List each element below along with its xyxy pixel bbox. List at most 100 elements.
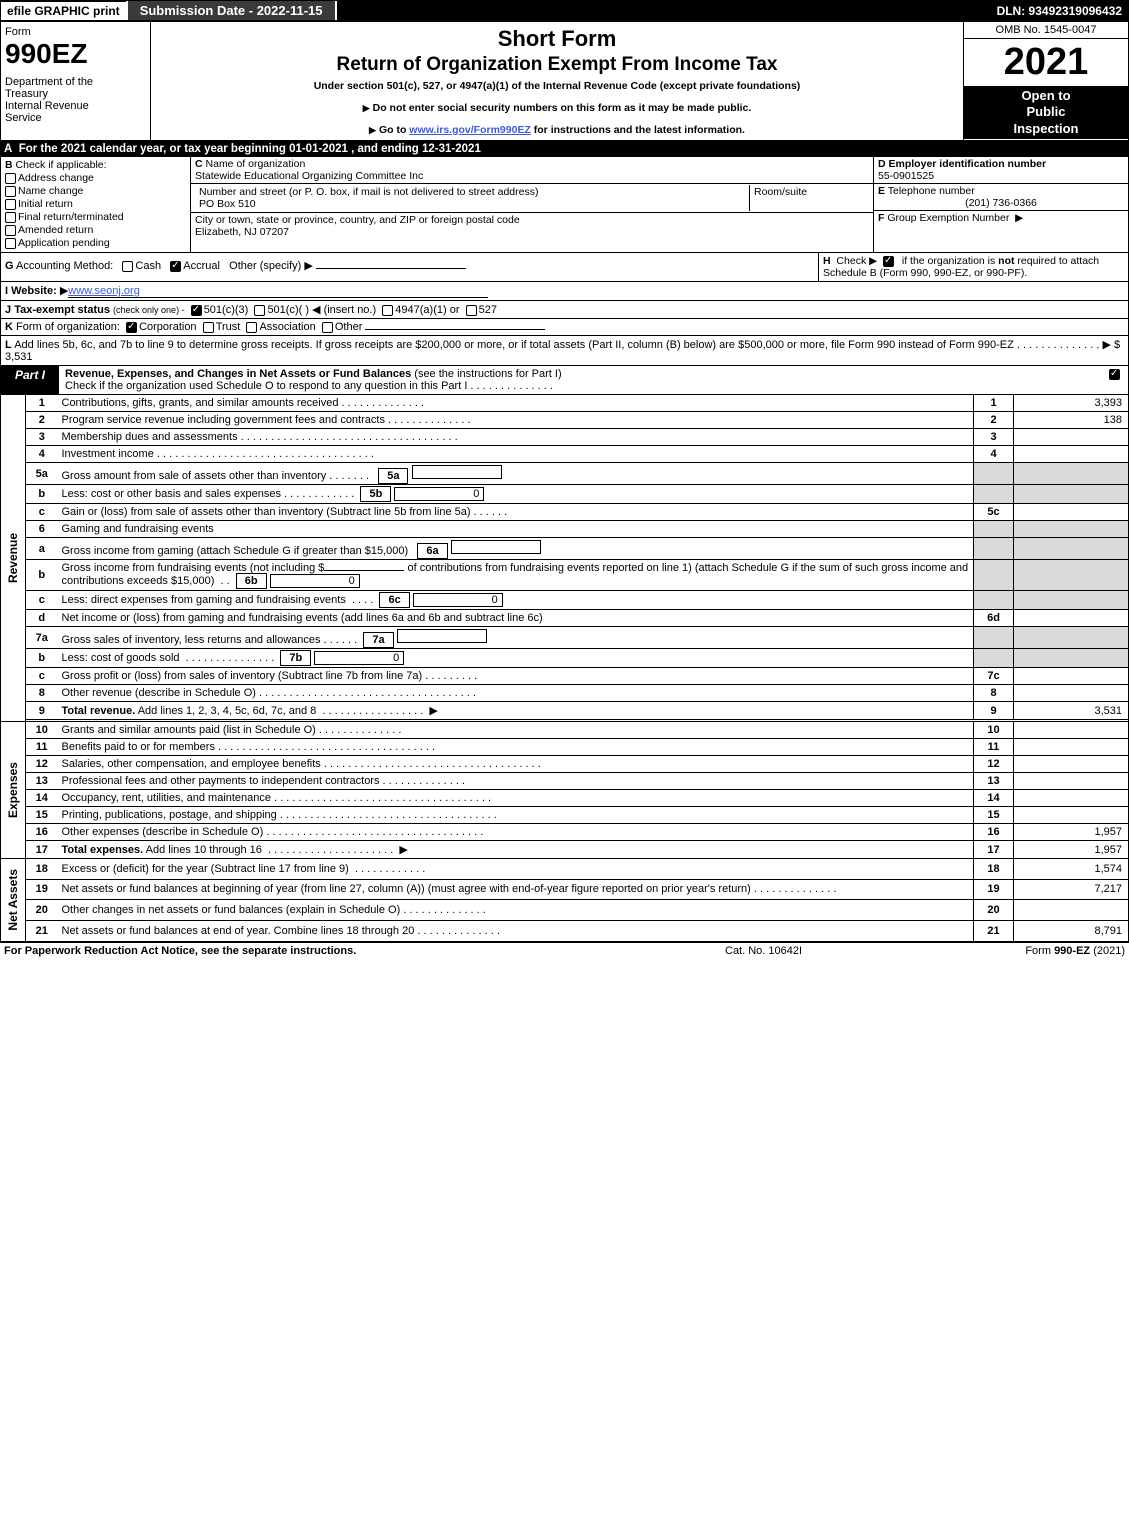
line-5c: cGain or (loss) from sale of assets othe… (1, 504, 1129, 521)
goto-tail: for instructions and the latest informat… (531, 124, 745, 136)
goto-note: Go to www.irs.gov/Form990EZ for instruct… (159, 124, 955, 136)
dln-label: DLN: 93492319096432 (991, 2, 1128, 20)
footer-right: Form 990-EZ (2021) (965, 945, 1125, 957)
expenses-vlabel: Expenses (1, 722, 26, 859)
e-phone: E Telephone number(201) 736-0366 (874, 184, 1128, 211)
g-cash: Cash (135, 260, 161, 272)
l-text: Add lines 5b, 6c, and 7b to line 9 to de… (14, 339, 1014, 351)
line-14: 14Occupancy, rent, utilities, and mainte… (1, 790, 1129, 807)
k-assoc: Association (259, 321, 315, 333)
no-ssn-text: Do not enter social security numbers on … (373, 102, 752, 114)
k-other: Other (335, 321, 363, 333)
a-begin: 01-01-2021 (289, 143, 348, 155)
c-city-lbl: City or town, state or province, country… (195, 214, 520, 226)
j-4947: 4947(a)(1) or (395, 304, 459, 316)
b-label: Check if applicable: (16, 159, 107, 171)
c-name-row: C Name of organization Statewide Educati… (191, 157, 873, 184)
j-tail: (check only one) - (113, 305, 185, 315)
j-527: 527 (479, 304, 497, 316)
line-6: 6Gaming and fundraising events (1, 521, 1129, 538)
c-city-row: City or town, state or province, country… (191, 213, 873, 239)
footer: For Paperwork Reduction Act Notice, see … (0, 942, 1129, 959)
lines-table: Revenue 1Contributions, gifts, grants, a… (0, 395, 1129, 942)
main-title: Return of Organization Exempt From Incom… (159, 54, 955, 76)
row-l: L Add lines 5b, 6c, and 7b to line 9 to … (0, 336, 1129, 366)
short-form-title: Short Form (159, 26, 955, 52)
g-other: Other (specify) (229, 260, 301, 272)
line-7b: bLess: cost of goods sold . . . . . . . … (1, 649, 1129, 668)
website-link[interactable]: www.seonj.org (68, 285, 140, 297)
tax-year: 2021 (964, 39, 1128, 86)
j-501c: 501(c)( ) ◀ (insert no.) (267, 304, 376, 316)
inspection-badge: Open toPublicInspection (964, 86, 1128, 139)
k-trust: Trust (216, 321, 241, 333)
form-number: 990EZ (5, 38, 146, 70)
row-a: A For the 2021 calendar year, or tax yea… (0, 141, 1129, 157)
g-lbl: Accounting Method: (16, 260, 113, 272)
g-accounting: G Accounting Method: Cash Accrual Other … (1, 253, 818, 281)
f-lbl: Group Exemption Number (887, 212, 1009, 224)
goto-link[interactable]: www.irs.gov/Form990EZ (409, 124, 531, 136)
line-6a: aGross income from gaming (attach Schedu… (1, 538, 1129, 560)
c-name-lbl: Name of organization (206, 158, 306, 170)
line-9: 9Total revenue. Add lines 1, 2, 3, 4, 5c… (1, 702, 1129, 720)
d-lbl: Employer identification number (889, 158, 1047, 170)
h-scheduleb: H Check ▶ if the organization is not req… (818, 253, 1128, 281)
col-def: D Employer identification number55-09015… (873, 157, 1128, 252)
part-i-header: Part I Revenue, Expenses, and Changes in… (0, 366, 1129, 395)
line-15: 15Printing, publications, postage, and s… (1, 807, 1129, 824)
block-bcdef: B Check if applicable: Address change Na… (0, 157, 1129, 253)
form-word: Form (5, 26, 146, 38)
part-i-label: Part I (1, 366, 59, 394)
header-left: Form 990EZ Department of theTreasuryInte… (1, 22, 151, 140)
line-13: 13Professional fees and other payments t… (1, 773, 1129, 790)
row-i: I Website: ▶www.seonj.org (0, 282, 1129, 301)
c-room-lbl: Room/suite (754, 186, 807, 198)
header-center: Short Form Return of Organization Exempt… (151, 22, 963, 140)
no-ssn-note: Do not enter social security numbers on … (159, 102, 955, 114)
header-right: OMB No. 1545-0047 2021 Open toPublicInsp… (963, 22, 1128, 140)
c-street-lbl: Number and street (or P. O. box, if mail… (199, 186, 538, 198)
revenue-vlabel: Revenue (1, 395, 26, 722)
k-lbl: Form of organization: (16, 321, 120, 333)
line-12: 12Salaries, other compensation, and empl… (1, 756, 1129, 773)
c-street-val: PO Box 510 (199, 198, 256, 210)
b-opt-final: Final return/terminated (5, 211, 186, 223)
col-c: C Name of organization Statewide Educati… (191, 157, 873, 252)
j-lbl: Tax-exempt status (14, 304, 110, 316)
g-accrual: Accrual (183, 260, 220, 272)
line-2: 2Program service revenue including gover… (1, 412, 1129, 429)
line-16: 16Other expenses (describe in Schedule O… (1, 824, 1129, 841)
b-opt-amended: Amended return (5, 224, 186, 236)
a-mid: , and ending (348, 143, 422, 155)
line-20: 20Other changes in net assets or fund ba… (1, 900, 1129, 921)
line-21: 21Net assets or fund balances at end of … (1, 920, 1129, 941)
col-b: B Check if applicable: Address change Na… (1, 157, 191, 252)
dept-label: Department of theTreasuryInternal Revenu… (5, 76, 146, 124)
line-18: Net Assets 18Excess or (deficit) for the… (1, 859, 1129, 880)
d-ein: D Employer identification number55-09015… (874, 157, 1128, 184)
b-opt-address: Address change (5, 172, 186, 184)
row-j: J Tax-exempt status (check only one) - 5… (0, 301, 1129, 319)
k-corp: Corporation (139, 321, 196, 333)
b-opt-initial: Initial return (5, 198, 186, 210)
line-17: 17Total expenses. Add lines 10 through 1… (1, 841, 1129, 859)
c-room: Room/suite (749, 185, 869, 211)
org-name: Statewide Educational Organizing Committ… (195, 170, 423, 182)
e-lbl: Telephone number (888, 185, 975, 197)
line-10: Expenses 10Grants and similar amounts pa… (1, 722, 1129, 739)
line-11: 11Benefits paid to or for members11 (1, 739, 1129, 756)
e-val: (201) 736-0366 (878, 197, 1124, 209)
footer-center: Cat. No. 10642I (725, 945, 965, 957)
netassets-vlabel: Net Assets (1, 859, 26, 942)
c-street: Number and street (or P. O. box, if mail… (195, 185, 749, 211)
a-end: 12-31-2021 (422, 143, 481, 155)
line-5a: 5aGross amount from sale of assets other… (1, 463, 1129, 485)
line-4: 4Investment income4 (1, 446, 1129, 463)
efile-label: efile GRAPHIC print (1, 2, 126, 20)
part-i-title-b: Revenue, Expenses, and Changes in Net As… (65, 368, 411, 380)
part-i-title: Revenue, Expenses, and Changes in Net As… (59, 366, 1103, 394)
line-7a: 7aGross sales of inventory, less returns… (1, 627, 1129, 649)
line-6b: bGross income from fundraising events (n… (1, 560, 1129, 591)
part-i-checkbox (1103, 366, 1128, 394)
